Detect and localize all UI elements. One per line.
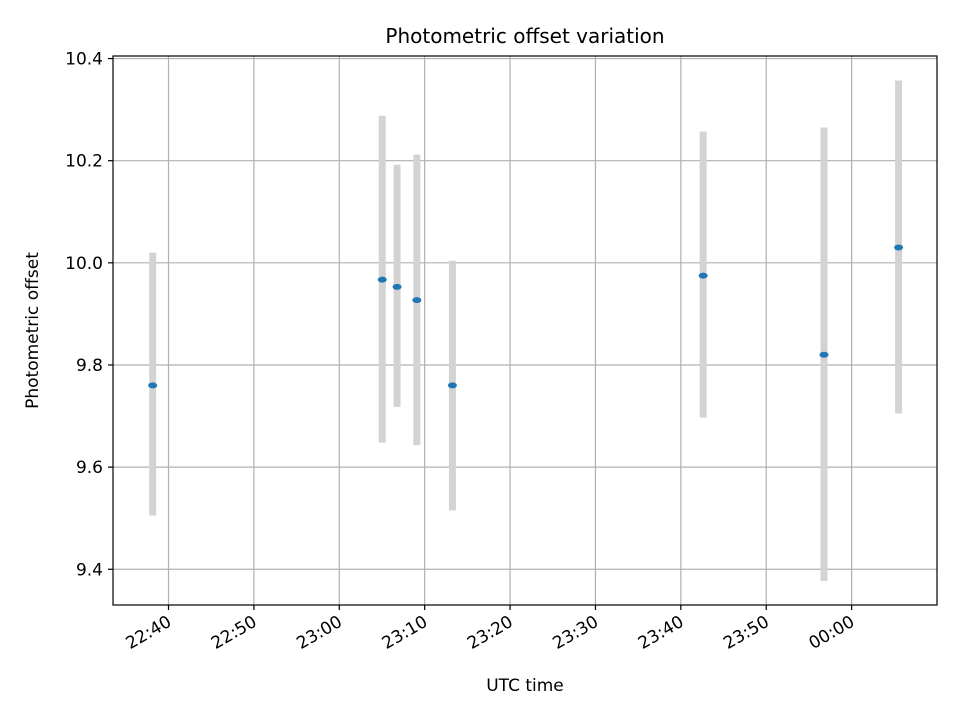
plot-frame (112, 55, 938, 606)
x-tick-label: 00:00 (806, 612, 858, 654)
data-point (698, 272, 708, 279)
y-tick-label: 9.8 (76, 356, 103, 376)
error-bars (149, 80, 903, 581)
x-axis-label: UTC time (486, 676, 564, 696)
y-axis-label: Photometric offset (23, 252, 43, 409)
x-tick-label: 23:20 (464, 612, 516, 654)
x-tick-label: 23:40 (635, 612, 687, 654)
y-tick-label: 10.4 (65, 50, 103, 70)
x-tick-label: 22:50 (208, 612, 260, 654)
data-point (894, 244, 904, 251)
y-axis-ticks: 9.4 9.6 9.8 10.0 10.2 10.4 (65, 50, 113, 580)
x-axis-ticks: 22:40 22:50 23:00 23:10 23:20 23:30 23:40 23:50… (123, 605, 858, 654)
data-point (392, 283, 402, 290)
y-tick-label: 10.0 (65, 254, 103, 274)
chart-title: Photometric offset variation (385, 24, 664, 48)
x-tick-label: 23:00 (293, 612, 345, 654)
grid-lines (113, 56, 937, 605)
x-tick-label: 23:30 (550, 612, 602, 654)
y-tick-label: 10.2 (65, 152, 103, 172)
x-tick-label: 23:50 (720, 612, 772, 654)
data-point (148, 382, 158, 389)
data-points (148, 244, 904, 389)
data-point (447, 382, 457, 389)
y-tick-label: 9.4 (76, 560, 103, 580)
y-tick-label: 9.6 (76, 458, 103, 478)
data-point (819, 351, 829, 358)
x-tick-label: 23:10 (379, 612, 431, 654)
x-tick-label: 22:40 (123, 612, 175, 654)
data-point (412, 297, 422, 304)
data-point (377, 276, 387, 283)
